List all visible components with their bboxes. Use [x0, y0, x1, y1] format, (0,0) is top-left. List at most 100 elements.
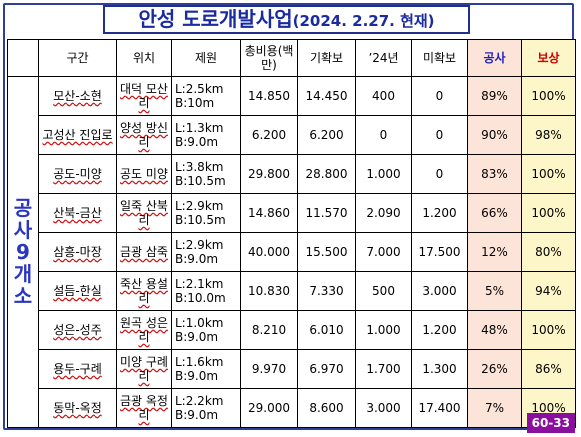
cell-cost: 29.000: [240, 388, 298, 428]
cell-spec: L:2.9km B:9.0m: [171, 232, 241, 272]
cell-secured-text: 6.200: [309, 128, 344, 142]
cell-unsecured: 17.400: [411, 388, 468, 428]
cell-unsecured: 1.200: [411, 193, 468, 233]
cell-section: 삼흥-마장: [38, 232, 117, 272]
cell-unsecured: 1.300: [411, 349, 468, 389]
cell-secured-text: 6.010: [309, 323, 344, 337]
cell-2024: 500: [355, 271, 412, 311]
cell-spec: L:2.5km B:10m: [171, 76, 241, 116]
cell-2024-text: 1.000: [366, 167, 401, 181]
header-spec: 제원: [171, 39, 241, 77]
cell-construction-text: 12%: [481, 245, 508, 259]
cell-location-text: 공도 미양: [120, 167, 168, 181]
cell-cost-text: 29.800: [248, 167, 290, 181]
page-title: 안성 도로개발사업: [138, 7, 293, 31]
cell-spec: L:1.3km B:9.0m: [171, 115, 241, 155]
cell-spec: L:2.2km B:9.0m: [171, 388, 241, 428]
cell-2024: 1.700: [355, 349, 412, 389]
cell-2024: 400: [355, 76, 412, 116]
cell-cost-text: 14.850: [248, 89, 290, 103]
cell-unsecured-text: 17.400: [418, 401, 461, 415]
cell-cost: 8.210: [240, 310, 298, 350]
cell-spec: L:2.9km B:10.5m: [171, 193, 241, 233]
cell-location: 금광 옥정리: [116, 388, 172, 428]
cell-unsecured-text: 1.200: [422, 323, 457, 337]
cell-location-text: 미양 구례리: [120, 355, 168, 383]
cell-cost-text: 14.860: [248, 206, 290, 220]
table-row: 고성산 진입로 양성 방신리 L:1.3km B:9.0m 6.200 6.200 0 0 9…: [8, 115, 576, 155]
cell-secured: 11.570: [297, 193, 356, 233]
cell-compensation-text: 86%: [535, 362, 562, 376]
cell-secured: 28.800: [297, 154, 356, 194]
cell-section: 산북-금산: [38, 193, 117, 233]
cell-2024-text: 0: [379, 128, 388, 142]
header-secured: 기확보: [297, 39, 356, 77]
cell-unsecured-text: 3.000: [422, 284, 457, 298]
cell-section-text: 성은-성주: [53, 323, 102, 337]
cell-location: 금광 삼죽: [116, 232, 172, 272]
cell-location-text: 금광 삼죽: [120, 245, 168, 259]
cell-section-text: 동막-옥정: [53, 401, 102, 415]
cell-cost-text: 10.830: [248, 284, 290, 298]
cell-construction: 66%: [467, 193, 522, 233]
cell-location: 원곡 성은리: [116, 310, 172, 350]
cell-location-text: 일죽 산북리: [120, 199, 168, 227]
cell-2024: 1.000: [355, 310, 412, 350]
cell-compensation: 80%: [521, 232, 576, 272]
cell-section-text: 설듬-한실: [53, 284, 102, 298]
cell-location-text: 금광 옥정리: [120, 394, 168, 422]
cell-construction-text: 48%: [481, 323, 508, 337]
cell-construction-text: 26%: [481, 362, 508, 376]
header-section: 구간: [38, 39, 117, 77]
cell-cost: 6.200: [240, 115, 298, 155]
cell-cost: 14.860: [240, 193, 298, 233]
cell-construction-text: 66%: [481, 206, 508, 220]
header-construction: 공사: [467, 39, 522, 77]
cell-spec: L:3.8km B:10.5m: [171, 154, 241, 194]
cell-secured: 6.200: [297, 115, 356, 155]
cell-construction: 7%: [467, 388, 522, 428]
cell-spec-text: L:2.5km B:10m: [175, 82, 224, 110]
cell-spec: L:1.0km B:9.0m: [171, 310, 241, 350]
cell-unsecured: 0: [411, 76, 468, 116]
cell-secured-text: 28.800: [305, 167, 348, 181]
cell-secured-text: 7.330: [309, 284, 344, 298]
cell-construction-text: 83%: [481, 167, 508, 181]
cell-spec: L:2.1km B:10.0m: [171, 271, 241, 311]
cell-compensation-text: 98%: [535, 128, 562, 142]
cell-cost: 10.830: [240, 271, 298, 311]
cell-2024-text: 7.000: [366, 245, 401, 259]
cell-2024: 0: [355, 115, 412, 155]
cell-cost-text: 6.200: [251, 128, 287, 142]
cell-compensation-text: 80%: [535, 245, 562, 259]
cell-section-text: 공도-미양: [53, 167, 102, 181]
cell-secured: 15.500: [297, 232, 356, 272]
cell-compensation-text: 100%: [531, 401, 566, 415]
category-label: 공사 9개소: [7, 76, 39, 428]
header-row: 구간 위치 제원 총비용(백만) 기확보 ’24년 미확보 공사 보상: [7, 39, 576, 77]
cell-construction-text: 90%: [481, 128, 508, 142]
cell-location: 대덕 모산리: [116, 76, 172, 116]
header-location: 위치: [116, 39, 172, 77]
cell-location-text: 죽산 용설리: [120, 277, 168, 305]
cell-cost-text: 9.970: [251, 362, 287, 376]
cell-section: 설듬-한실: [38, 271, 117, 311]
cell-compensation: 94%: [521, 271, 576, 311]
cell-location-text: 대덕 모산리: [120, 82, 168, 110]
table-row: 산북-금산 일죽 산북리 L:2.9km B:10.5m 14.860 11.570 2.…: [8, 193, 576, 233]
cell-construction-text: 5%: [484, 284, 505, 298]
cell-section: 동막-옥정: [38, 388, 117, 428]
cell-spec-text: L:1.6km B:9.0m: [175, 355, 224, 383]
cell-unsecured: 0: [411, 154, 468, 194]
cell-construction: 83%: [467, 154, 522, 194]
header-compensation: 보상: [521, 39, 576, 77]
road-project-table: 구간 위치 제원 총비용(백만) 기확보 ’24년 미확보 공사 보상 공사 9…: [7, 39, 576, 428]
cell-construction: 89%: [467, 76, 522, 116]
cell-compensation-text: 100%: [531, 167, 566, 181]
cell-secured-text: 6.970: [309, 362, 344, 376]
cell-construction-text: 89%: [481, 89, 508, 103]
cell-section: 고성산 진입로: [38, 115, 117, 155]
cell-secured: 7.330: [297, 271, 356, 311]
header-blank: [7, 39, 39, 77]
cell-compensation: 98%: [521, 115, 576, 155]
